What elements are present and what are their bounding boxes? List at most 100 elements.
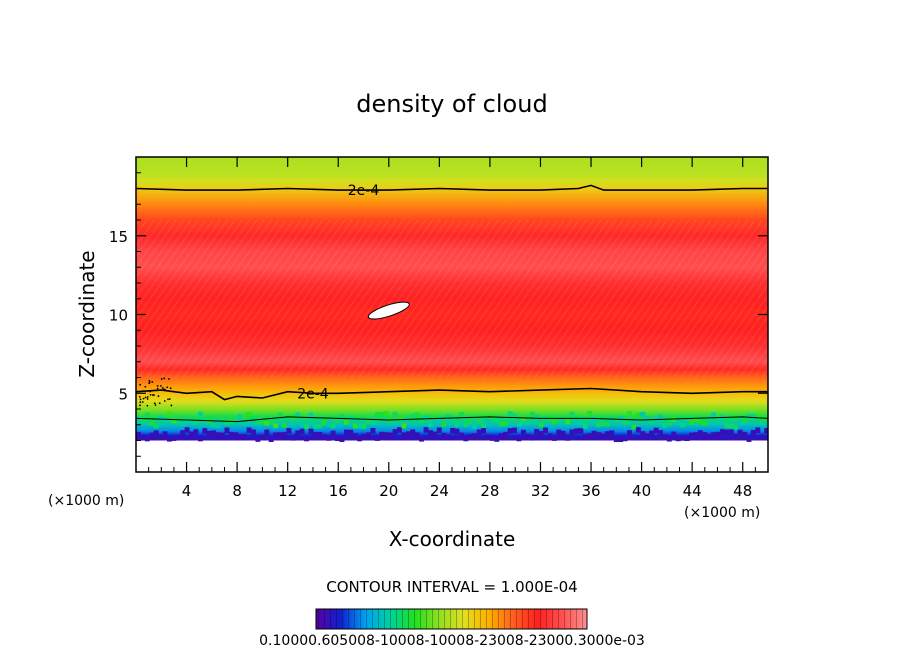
edge-cell [397, 427, 402, 433]
edge-cell [220, 415, 225, 420]
edge-cell [684, 420, 690, 425]
edge-cell [193, 419, 199, 425]
edge-cell [149, 432, 155, 439]
edge-cell [711, 412, 717, 418]
low-density-patch [367, 301, 410, 320]
edge-cell [224, 420, 230, 425]
edge-cell [746, 413, 752, 419]
edge-cell [618, 436, 624, 443]
edge-cell [733, 424, 739, 430]
edge-cell [476, 429, 482, 436]
contour-speck [163, 400, 166, 402]
edge-cell [246, 411, 252, 417]
edge-cell [622, 435, 628, 442]
edge-cell [441, 432, 447, 439]
contour-speck [141, 390, 144, 393]
edge-cell [622, 420, 628, 426]
edge-cell [675, 419, 681, 425]
edge-cell [516, 421, 522, 427]
x-tick-label: 44 [683, 482, 702, 500]
edge-cell [565, 419, 571, 425]
edge-cell [410, 429, 416, 435]
colorbar [315, 608, 588, 630]
edge-cell [458, 412, 464, 417]
edge-cell [136, 416, 141, 422]
edge-cell [326, 435, 332, 441]
edge-cell [189, 431, 195, 437]
edge-cell [246, 427, 252, 433]
edge-cell [671, 431, 677, 438]
contour-label: 2e-4 [348, 183, 380, 199]
edge-cell [277, 412, 283, 418]
edge-cell [392, 429, 398, 435]
edge-cell [591, 430, 597, 437]
x-tick-label: 48 [733, 482, 752, 500]
edge-cell [427, 422, 433, 428]
edge-cell [441, 422, 447, 427]
edge-cell [609, 430, 615, 436]
edge-cell [153, 430, 159, 436]
edge-cell [476, 418, 482, 424]
edge-cell [397, 415, 402, 421]
contour-speck [161, 386, 164, 389]
x-tick-label: 36 [581, 482, 600, 500]
edge-cell [414, 412, 420, 417]
contour-speck [148, 381, 151, 384]
edge-cell [458, 432, 464, 439]
edge-cell [503, 431, 509, 438]
edge-cell [392, 411, 398, 417]
edge-cell [702, 421, 708, 426]
edge-cell [600, 433, 606, 440]
contour-2e-4-1 [136, 387, 768, 401]
edge-cell [689, 420, 694, 426]
contour-speck [168, 378, 170, 380]
y-tick-label: 15 [109, 228, 128, 246]
edge-cell [529, 411, 535, 417]
edge-cell [498, 433, 504, 439]
edge-cell [321, 434, 327, 440]
edge-cell [366, 419, 371, 425]
x-tick-label: 8 [232, 482, 242, 500]
edge-cell [237, 414, 243, 419]
edge-cell [507, 411, 513, 417]
edge-cell [242, 413, 248, 419]
edge-cell [149, 420, 155, 426]
x-tick-label: 12 [278, 482, 297, 500]
edge-cell [635, 412, 641, 418]
edge-cell [273, 432, 279, 438]
edge-cell [312, 431, 318, 438]
edge-cell [733, 433, 739, 440]
edge-cell [649, 419, 655, 425]
edge-cell [627, 430, 632, 436]
edge-cell [587, 433, 593, 439]
contour-1e-4-2 [136, 416, 768, 423]
edge-cell [180, 420, 186, 426]
contour-speck [153, 394, 155, 396]
edge-cell [693, 432, 699, 438]
edge-cell [388, 432, 394, 439]
edge-cell [136, 431, 141, 438]
edge-cell [724, 423, 730, 429]
edge-cell [507, 428, 513, 434]
edge-cell [304, 424, 310, 430]
edge-cell [525, 419, 531, 425]
edge-cell [335, 435, 341, 442]
edge-cell [573, 428, 579, 434]
edge-cell [755, 413, 761, 419]
colorbar-labels: 0.10000.605008-10008-10008-23008-23000.3… [259, 633, 645, 649]
edge-cell [153, 423, 159, 429]
edge-cell [330, 423, 336, 429]
contour-speck [169, 387, 172, 390]
edge-cell [543, 427, 548, 433]
edge-cell [560, 419, 566, 425]
edge-cell [383, 432, 389, 438]
edge-cell [529, 435, 535, 441]
edge-cell [525, 433, 531, 440]
density-texture [136, 220, 768, 378]
edge-cell [317, 423, 323, 429]
x-tick-label: 32 [531, 482, 550, 500]
edge-cell [374, 412, 380, 417]
contour-speck [139, 398, 142, 401]
edge-cell [591, 417, 597, 422]
contour-speck [170, 404, 173, 407]
